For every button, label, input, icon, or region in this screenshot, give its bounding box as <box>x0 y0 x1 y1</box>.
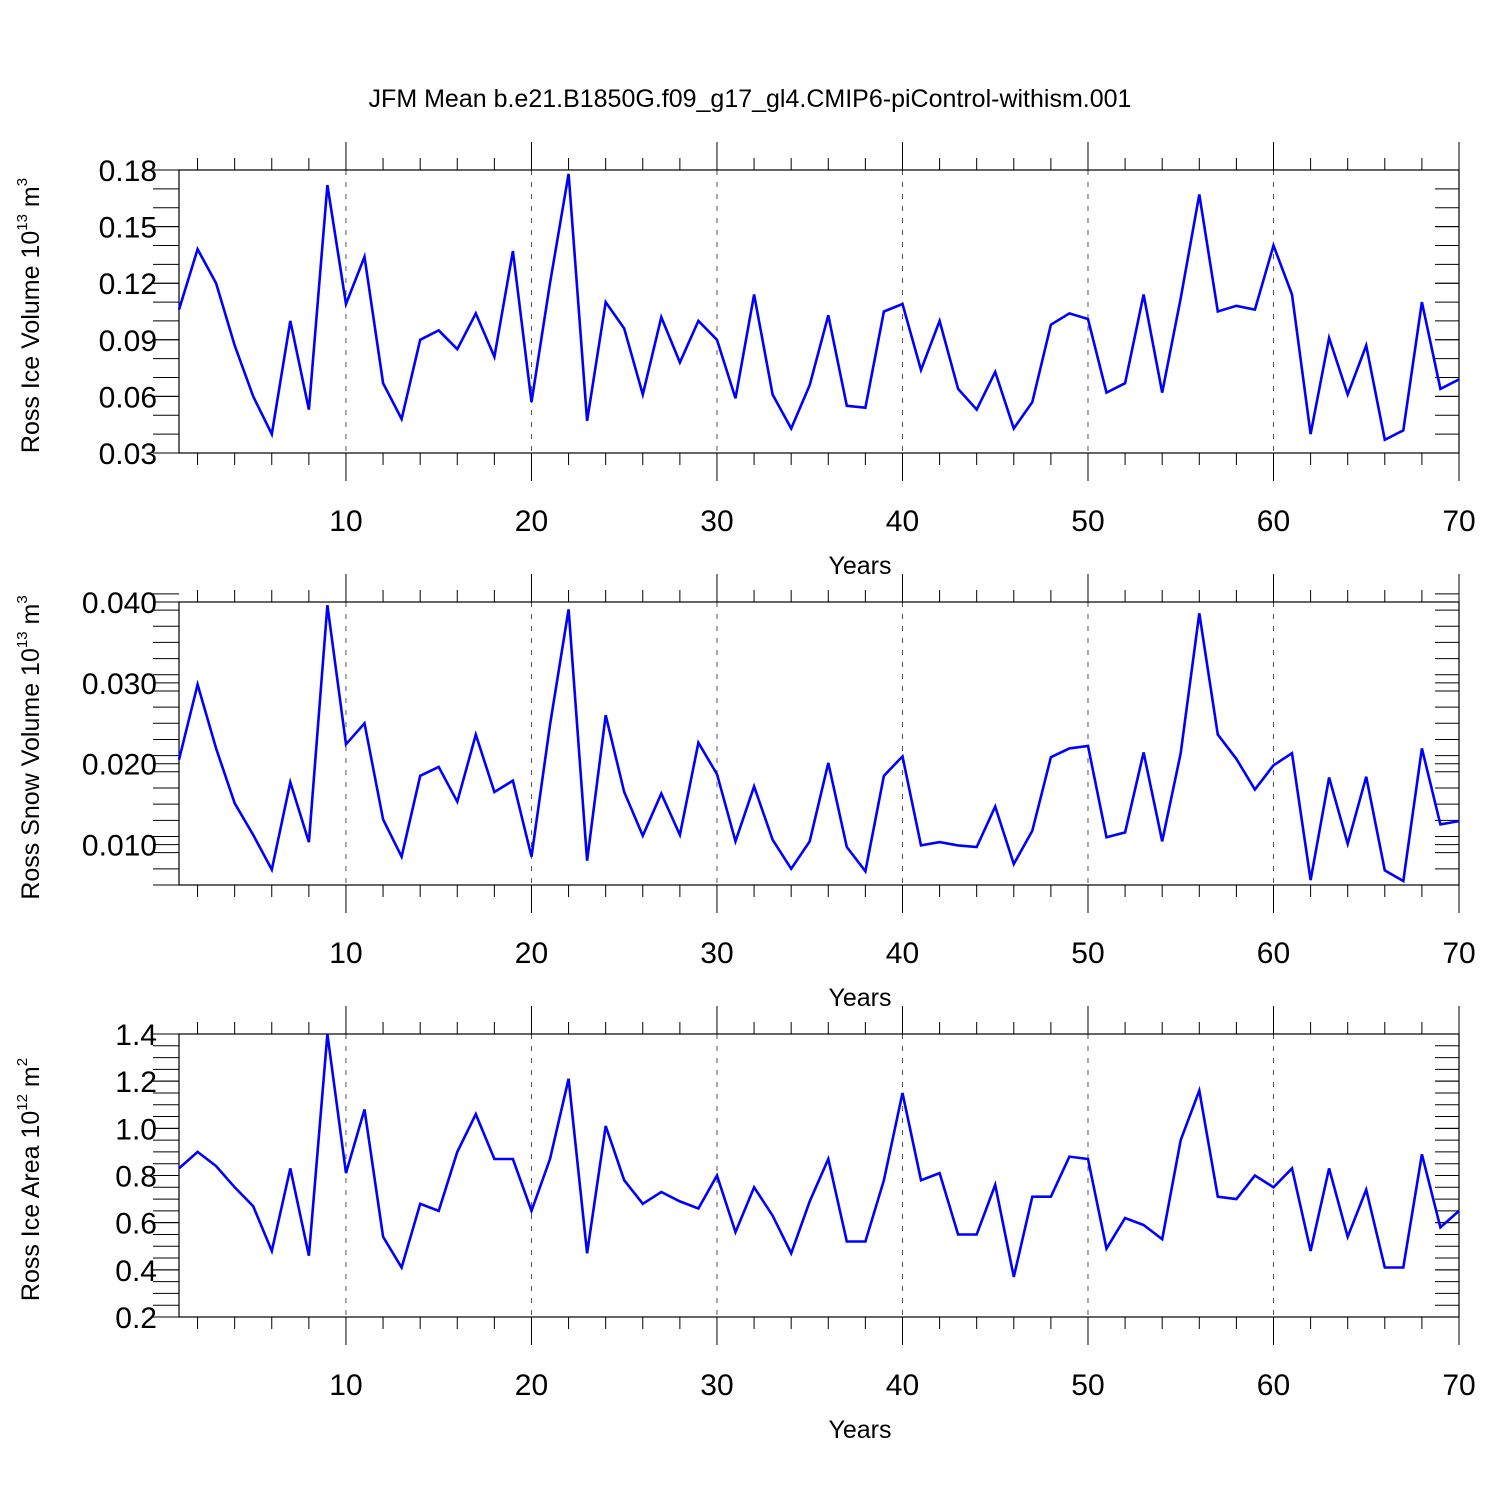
plot-frame <box>178 601 1460 886</box>
plot-frame <box>178 169 1460 454</box>
x-tick-label: 50 <box>1071 1369 1104 1402</box>
y-tick-label: 0.12 <box>99 268 157 301</box>
series-line-ice-area <box>178 1033 1460 1278</box>
y-tick-label: 0.4 <box>115 1255 157 1288</box>
x-tick-label: 40 <box>886 505 919 538</box>
y-tick-label: 0.06 <box>99 381 157 414</box>
x-tick-label: 50 <box>1071 505 1104 538</box>
x-tick-label: 50 <box>1071 937 1104 970</box>
x-tick-label: 10 <box>329 505 362 538</box>
y-axis-title-unit: m <box>17 186 45 214</box>
x-tick-label: 40 <box>886 1369 919 1402</box>
x-tick-label: 20 <box>515 505 548 538</box>
chart-title: JFM Mean b.e21.B1850G.f09_g17_gl4.CMIP6-… <box>369 85 1132 113</box>
panel-snow-volume: 10 20 30 40 50 60 70 0.010 0.020 0.030 0.040 Years R… <box>14 574 1476 1012</box>
x-tick-label: 60 <box>1257 1369 1290 1402</box>
y-tick-label: 0.18 <box>99 155 157 188</box>
x-tick-label: 20 <box>515 1369 548 1402</box>
series-line-ice-volume <box>177 173 1460 442</box>
y-axis-title-unit-exponent: 3 <box>14 595 31 603</box>
x-tick-label: 10 <box>329 937 362 970</box>
x-tick-label: 40 <box>886 937 919 970</box>
y-tick-label: 0.6 <box>115 1208 157 1241</box>
y-tick-label: 0.8 <box>115 1161 157 1194</box>
y-axis-title-unit-exponent: 2 <box>14 1058 31 1066</box>
y-axis-title-unit-exponent: 3 <box>14 178 31 186</box>
y-tick-label: 0.030 <box>82 668 157 701</box>
x-tick-label: 30 <box>700 937 733 970</box>
y-tick-label: 0.09 <box>99 325 157 358</box>
x-tick-label: 70 <box>1442 505 1475 538</box>
y-axis-title-main: Ross Snow Volume 10 <box>17 648 45 900</box>
y-axis-title-exponent: 13 <box>14 631 31 648</box>
x-axis-title: Years <box>828 984 891 1012</box>
x-tick-label: 30 <box>700 505 733 538</box>
y-axis-title-exponent: 12 <box>14 1094 31 1111</box>
y-tick-label: 0.020 <box>82 749 157 782</box>
panel-ice-volume: 10 20 30 40 50 60 70 0.03 0.06 0.09 0.12 0.15 0.18 Ye… <box>14 142 1476 580</box>
panel-ice-area: 10 20 30 40 50 60 70 0.2 0.4 0.6 0.8 1.0 1.2 1.4 Years… <box>14 1006 1476 1444</box>
y-axis-title-main: Ross Ice Area 10 <box>17 1111 45 1301</box>
y-axis-title-unit: m <box>17 1066 45 1094</box>
y-tick-label: 1.4 <box>115 1019 157 1052</box>
y-tick-label: 0.2 <box>115 1302 157 1335</box>
x-tick-label: 70 <box>1442 937 1475 970</box>
x-axis-title: Years <box>828 552 891 580</box>
x-tick-label: 70 <box>1442 1369 1475 1402</box>
x-tick-label: 10 <box>329 1369 362 1402</box>
y-axis-title: Ross Ice Volume 1013 m3 <box>14 178 45 453</box>
plot-frame <box>178 1033 1460 1318</box>
y-tick-label: 0.15 <box>99 212 157 245</box>
x-tick-label: 60 <box>1257 937 1290 970</box>
y-axis-title: Ross Snow Volume 1013 m3 <box>14 595 45 899</box>
series-line-snow-volume <box>177 605 1460 884</box>
y-tick-label: 1.0 <box>115 1113 157 1146</box>
y-tick-label: 0.03 <box>99 438 157 471</box>
y-axis-title-main: Ross Ice Volume 10 <box>17 231 45 453</box>
y-tick-label: 0.040 <box>82 587 157 620</box>
y-axis-title-unit: m <box>17 604 45 632</box>
x-axis-title: Years <box>828 1416 891 1444</box>
y-tick-label: 0.010 <box>82 830 157 863</box>
x-tick-label: 20 <box>515 937 548 970</box>
x-tick-label: 30 <box>700 1369 733 1402</box>
y-axis-title-exponent: 13 <box>14 214 31 231</box>
x-tick-label: 60 <box>1257 505 1290 538</box>
y-tick-label: 1.2 <box>115 1066 157 1099</box>
y-axis-title: Ross Ice Area 1012 m2 <box>14 1058 45 1301</box>
